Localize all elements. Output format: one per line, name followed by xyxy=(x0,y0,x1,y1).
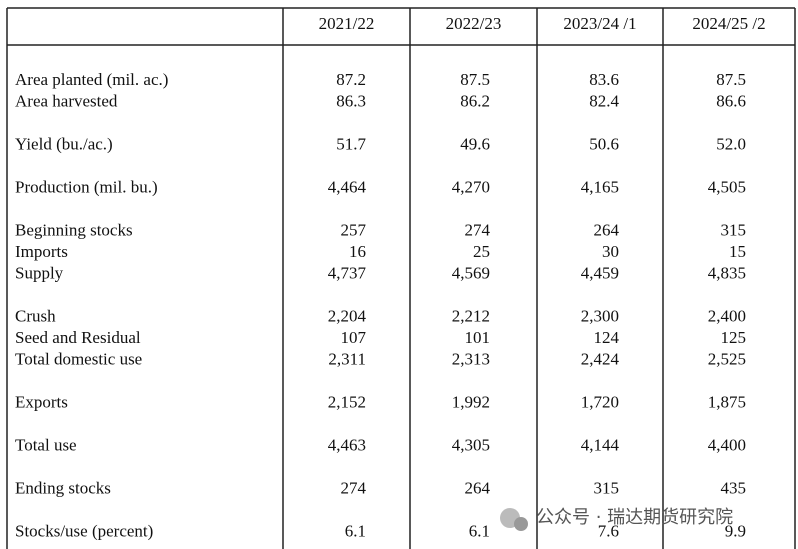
cell: 1,875 xyxy=(708,392,746,411)
cell: 6.1 xyxy=(345,521,366,540)
cell: 52.0 xyxy=(716,134,746,153)
cell: 257 xyxy=(341,220,367,239)
cell: 30 xyxy=(602,242,619,261)
cell: 315 xyxy=(721,220,747,239)
row-label: Imports xyxy=(15,242,68,261)
cell: 4,459 xyxy=(581,263,619,282)
cell: 2,152 xyxy=(328,392,366,411)
row-label: Crush xyxy=(15,306,56,325)
cell: 4,569 xyxy=(452,263,490,282)
cell: 83.6 xyxy=(589,70,619,89)
cell: 274 xyxy=(465,220,491,239)
column-header: 2023/24 /1 xyxy=(563,14,636,33)
cell: 4,737 xyxy=(328,263,367,282)
cell: 86.3 xyxy=(336,91,366,110)
cell: 4,464 xyxy=(328,177,367,196)
cell: 4,505 xyxy=(708,177,746,196)
cell: 2,212 xyxy=(452,306,490,325)
cell: 87.5 xyxy=(460,70,490,89)
cell: 2,311 xyxy=(328,349,366,368)
cell: 86.2 xyxy=(460,91,490,110)
cell: 25 xyxy=(473,242,490,261)
row-label: Area planted (mil. ac.) xyxy=(15,70,168,89)
row-label: Area harvested xyxy=(15,91,118,110)
cell: 4,305 xyxy=(452,435,490,454)
cell: 2,525 xyxy=(708,349,746,368)
cell: 124 xyxy=(594,328,620,347)
cell: 274 xyxy=(341,478,367,497)
cell: 4,463 xyxy=(328,435,366,454)
cell: 101 xyxy=(465,328,491,347)
row-label: Yield (bu./ac.) xyxy=(15,134,113,153)
cell: 1,992 xyxy=(452,392,490,411)
cell: 315 xyxy=(594,478,620,497)
cell: 15 xyxy=(729,242,746,261)
cell: 86.6 xyxy=(716,91,746,110)
row-label: Production (mil. bu.) xyxy=(15,177,158,196)
row-label: Supply xyxy=(15,263,64,282)
watermark-icon xyxy=(500,508,528,531)
cell: 9.9 xyxy=(725,521,746,540)
cell: 2,400 xyxy=(708,306,746,325)
row-label: Seed and Residual xyxy=(15,328,141,347)
cell: 82.4 xyxy=(589,91,619,110)
cell: 264 xyxy=(594,220,620,239)
row-label: Ending stocks xyxy=(15,478,111,497)
cell: 2,424 xyxy=(581,349,620,368)
cell: 2,313 xyxy=(452,349,490,368)
cell: 435 xyxy=(721,478,747,497)
cell: 16 xyxy=(349,242,366,261)
cell: 87.5 xyxy=(716,70,746,89)
cell: 2,204 xyxy=(328,306,367,325)
cell: 50.6 xyxy=(589,134,619,153)
row-label: Stocks/use (percent) xyxy=(15,521,153,540)
column-header: 2022/23 xyxy=(446,14,502,33)
row-label: Exports xyxy=(15,392,68,411)
cell: 4,400 xyxy=(708,435,746,454)
cell: 125 xyxy=(721,328,747,347)
cell: 2,300 xyxy=(581,306,619,325)
cell: 87.2 xyxy=(336,70,366,89)
cell: 49.6 xyxy=(460,134,490,153)
cell: 4,165 xyxy=(581,177,619,196)
cell: 6.1 xyxy=(469,521,490,540)
cell: 4,144 xyxy=(581,435,620,454)
cell: 1,720 xyxy=(581,392,619,411)
cell: 107 xyxy=(341,328,367,347)
row-label: Total use xyxy=(15,435,77,454)
cell: 264 xyxy=(465,478,491,497)
column-header: 2021/22 xyxy=(319,14,375,33)
cell: 4,835 xyxy=(708,263,746,282)
row-label: Beginning stocks xyxy=(15,220,133,239)
column-header: 2024/25 /2 xyxy=(692,14,765,33)
row-label: Total domestic use xyxy=(15,349,142,368)
cell: 7.6 xyxy=(598,521,619,540)
cell: 51.7 xyxy=(336,134,366,153)
cell: 4,270 xyxy=(452,177,490,196)
watermark: 公众号 · 瑞达期货研究院 xyxy=(536,507,733,528)
